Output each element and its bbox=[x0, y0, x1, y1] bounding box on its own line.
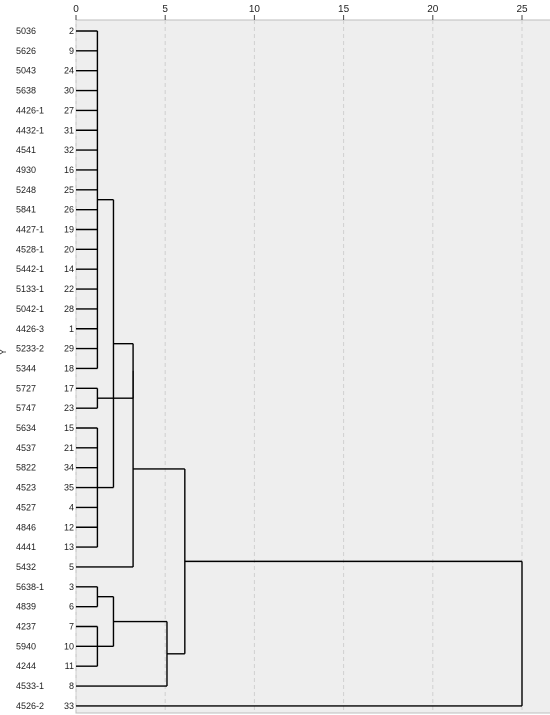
dendrogram-links bbox=[76, 30, 523, 707]
x-tick-label: 25 bbox=[516, 4, 528, 15]
leaf-name: 4244 bbox=[16, 661, 36, 671]
leaf-id: 28 bbox=[64, 304, 74, 314]
leaf-id: 18 bbox=[64, 363, 74, 373]
y-axis-label: Y bbox=[0, 349, 8, 355]
leaf-name: 4528-1 bbox=[16, 244, 44, 254]
leaf-name: 4427-1 bbox=[16, 225, 44, 235]
leaf-id: 22 bbox=[64, 284, 74, 294]
leaf-name: 5043 bbox=[16, 66, 36, 76]
grid-lines bbox=[75, 20, 523, 713]
leaf-id: 2 bbox=[69, 26, 74, 36]
leaf-id: 1 bbox=[69, 324, 74, 334]
leaf-name: 5344 bbox=[16, 363, 36, 373]
leaf-id: 26 bbox=[64, 205, 74, 215]
leaf-id: 31 bbox=[64, 125, 74, 135]
leaf-id: 16 bbox=[64, 165, 74, 175]
leaf-name: 4839 bbox=[16, 602, 36, 612]
leaf-id: 5 bbox=[69, 562, 74, 572]
leaf-id: 30 bbox=[64, 86, 74, 96]
leaf-id: 35 bbox=[64, 483, 74, 493]
leaf-id: 6 bbox=[69, 602, 74, 612]
x-tick-label: 20 bbox=[427, 4, 439, 15]
leaf-id: 7 bbox=[69, 622, 74, 632]
leaf-id: 17 bbox=[64, 383, 74, 393]
leaf-id: 19 bbox=[64, 225, 74, 235]
leaf-name: 5747 bbox=[16, 403, 36, 413]
leaf-name: 5634 bbox=[16, 423, 36, 433]
leaf-name: 4846 bbox=[16, 522, 36, 532]
leaf-id: 9 bbox=[69, 46, 74, 56]
leaf-name: 4441 bbox=[16, 542, 36, 552]
leaf-id: 8 bbox=[69, 681, 74, 691]
x-tick-label: 5 bbox=[162, 4, 168, 15]
leaf-name: 5727 bbox=[16, 383, 36, 393]
leaf-name: 4541 bbox=[16, 145, 36, 155]
leaf-id: 25 bbox=[64, 185, 74, 195]
leaf-name: 4527 bbox=[16, 502, 36, 512]
leaf-name: 5233-2 bbox=[16, 344, 44, 354]
leaf-id: 11 bbox=[65, 661, 74, 671]
leaf-name: 5042-1 bbox=[16, 304, 44, 314]
leaf-name: 4533-1 bbox=[16, 681, 44, 691]
leaf-id: 14 bbox=[64, 264, 74, 274]
leaf-id: 23 bbox=[64, 403, 74, 413]
leaf-id: 32 bbox=[64, 145, 74, 155]
leaf-name: 5638-1 bbox=[16, 582, 44, 592]
x-tick-label: 0 bbox=[73, 4, 79, 15]
leaf-name: 5432 bbox=[16, 562, 36, 572]
leaf-id: 24 bbox=[64, 66, 74, 76]
x-tick-label: 10 bbox=[249, 4, 261, 15]
leaf-name: 4426-1 bbox=[16, 105, 44, 115]
leaf-id: 34 bbox=[64, 463, 74, 473]
x-tick-label: 15 bbox=[338, 4, 350, 15]
leaf-name: 4237 bbox=[16, 622, 36, 632]
leaf-name: 4930 bbox=[16, 165, 36, 175]
leaf-id: 10 bbox=[64, 641, 74, 651]
leaf-name: 5248 bbox=[16, 185, 36, 195]
leaf-id: 20 bbox=[64, 244, 74, 254]
leaf-name: 5638 bbox=[16, 86, 36, 96]
leaf-id: 12 bbox=[64, 522, 74, 532]
plot-background bbox=[75, 19, 550, 714]
leaf-name: 5036 bbox=[16, 26, 36, 36]
leaf-id: 27 bbox=[64, 105, 74, 115]
leaf-name: 4523 bbox=[16, 483, 36, 493]
leaf-name: 4432-1 bbox=[16, 125, 44, 135]
leaf-name: 4537 bbox=[16, 443, 36, 453]
leaf-name: 5442-1 bbox=[16, 264, 44, 274]
leaf-id: 3 bbox=[69, 582, 74, 592]
leaf-id: 29 bbox=[64, 344, 74, 354]
leaf-name: 4526-2 bbox=[16, 701, 44, 711]
leaf-id: 33 bbox=[64, 701, 74, 711]
leaf-name: 5841 bbox=[16, 205, 36, 215]
leaf-name: 4426-3 bbox=[16, 324, 44, 334]
leaf-name: 5822 bbox=[16, 463, 36, 473]
leaf-name: 5626 bbox=[16, 46, 36, 56]
leaf-id: 4 bbox=[69, 502, 74, 512]
leaf-name: 5940 bbox=[16, 641, 36, 651]
leaf-id: 15 bbox=[64, 423, 74, 433]
x-axis-ticks: 0 5 10 15 20 25 bbox=[73, 4, 528, 20]
leaf-id: 13 bbox=[64, 542, 74, 552]
leaf-id: 21 bbox=[64, 443, 74, 453]
leaf-name: 5133-1 bbox=[16, 284, 44, 294]
